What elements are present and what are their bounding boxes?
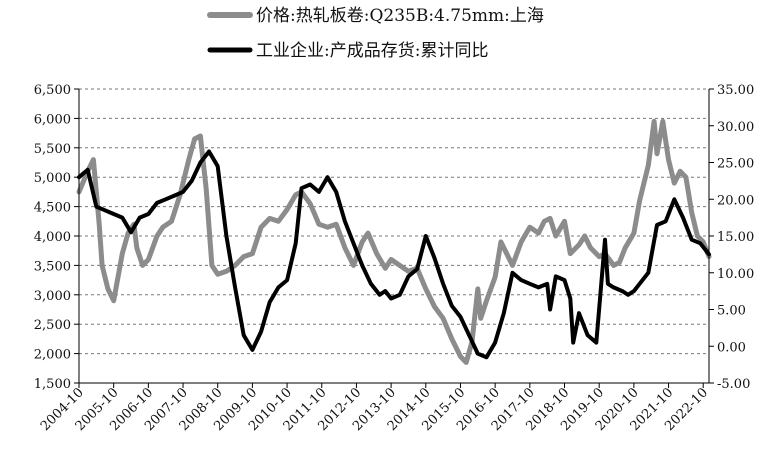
left-axis-tick-label: 2,000 [34,348,71,363]
legend-label-inventory: 工业企业:产成品存货:累计同比 [256,41,488,61]
left-axis-tick-label: 3,500 [34,259,71,274]
right-axis-tick-label: 5.00 [717,304,746,319]
right-axis-tick-label: 25.00 [717,157,754,172]
series-line-hot-rolled-price [76,118,712,365]
series-line-inventory-yoy [77,149,711,360]
left-axis-tick-label: 2,500 [34,318,71,333]
left-axis-tick-label: 4,000 [34,230,71,245]
left-axis-tick-label: 4,500 [34,201,71,216]
right-axis-tick-label: 0.00 [717,340,746,355]
left-axis-tick-label: 5,500 [34,142,71,157]
left-axis-tick-label: 1,500 [34,377,71,392]
series-lines [76,118,712,365]
left-axis-tick-label: 6,500 [34,83,71,98]
right-axis-tick-label: 30.00 [717,120,754,135]
right-axis-tick-label: -5.00 [717,377,750,392]
legend-label-price: 价格:热轧板卷:Q235B:4.75mm:上海 [256,6,544,26]
right-axis-tick-label: 20.00 [717,193,754,208]
left-axis-tick-label: 5,000 [34,171,71,186]
right-axis-tick-label: 10.00 [717,267,754,282]
left-axis-tick-label: 6,000 [34,112,71,127]
right-axis-tick-label: 15.00 [717,230,754,245]
left-axis-tick-label: 3,000 [34,289,71,304]
right-axis-tick-label: 35.00 [717,83,754,98]
